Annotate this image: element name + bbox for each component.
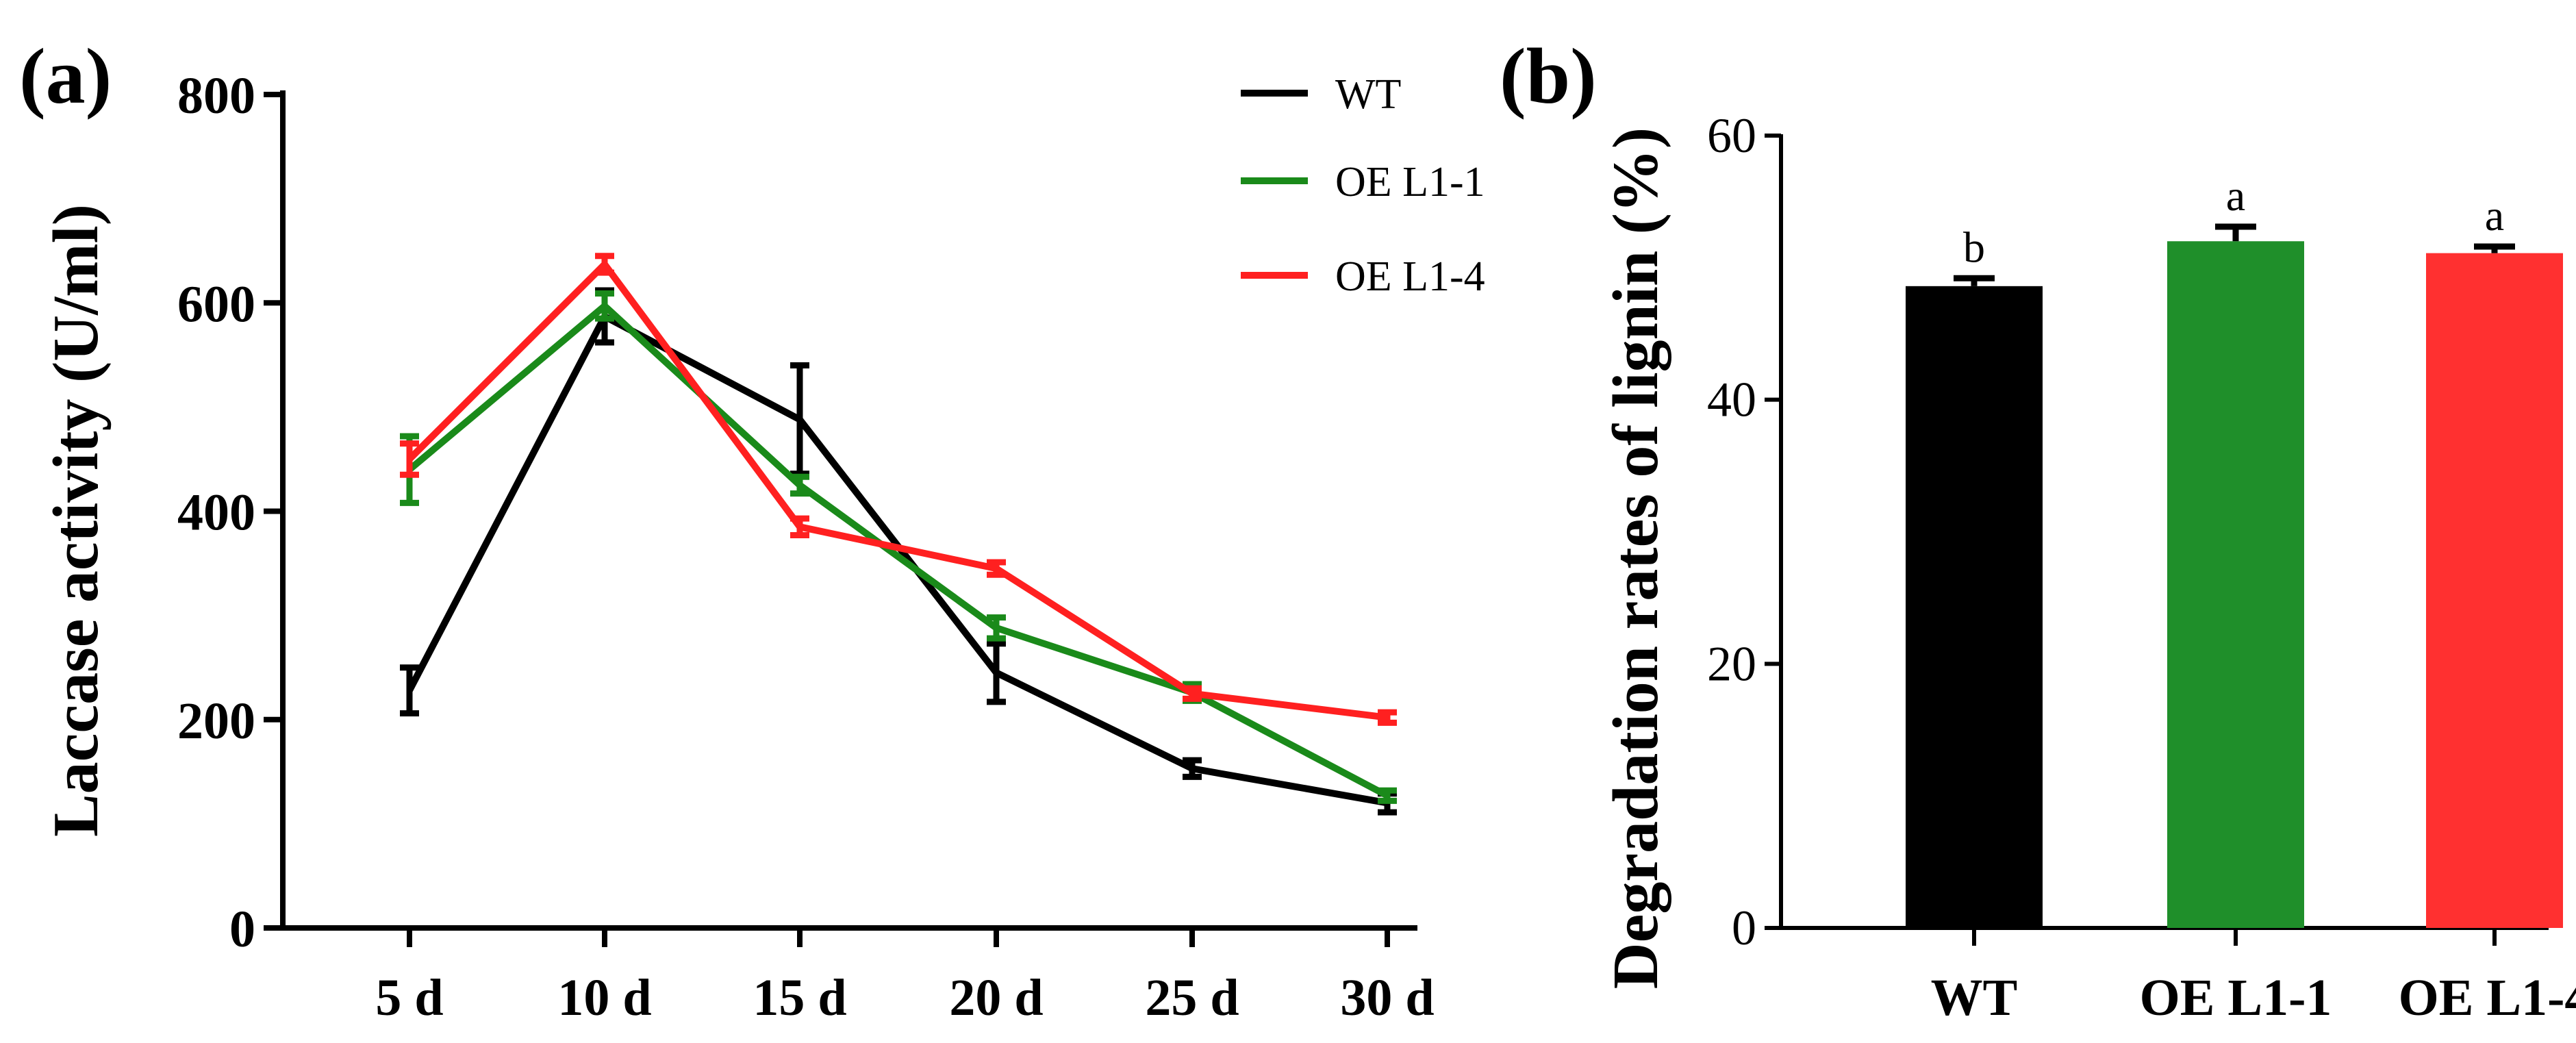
data-point-oe-l1-4-30-d bbox=[1387, 716, 1388, 718]
panel-a-y-tick-label: 200 bbox=[177, 692, 255, 750]
legend-label-oe-l1-4: OE L1-4 bbox=[1335, 253, 1485, 300]
significance-label-oe-l1-4: a bbox=[2485, 191, 2504, 240]
panel-b-y-tick-label: 0 bbox=[1732, 901, 1756, 955]
panel-b-x-tick-label: OE L1-1 bbox=[2140, 969, 2332, 1027]
panel-b-x-tick-label: OE L1-4 bbox=[2399, 969, 2576, 1027]
legend-item-oe-l1-1: OE L1-1 bbox=[1241, 159, 1485, 205]
data-point-oe-l1-4-25-d bbox=[1191, 692, 1193, 694]
data-point-oe-l1-4-5-d bbox=[409, 458, 410, 460]
panel-b-y-tick-label: 40 bbox=[1707, 373, 1756, 427]
panel-a-x-tick-label: 30 d bbox=[1340, 969, 1434, 1027]
panel-b-x-ticks: WT OE L1-1 OE L1-4 bbox=[1931, 928, 2576, 1027]
panel-b-label: (b) bbox=[1500, 33, 1597, 121]
panel-a-label: (a) bbox=[19, 33, 112, 121]
panel-a-y-axis-title: Laccase activity (U/ml) bbox=[40, 204, 112, 837]
legend-item-wt: WT bbox=[1241, 71, 1401, 118]
panel-b-bars-group: b a a bbox=[1906, 171, 2563, 929]
legend-label-wt: WT bbox=[1335, 71, 1401, 118]
panel-a-y-tick-label: 800 bbox=[177, 67, 255, 125]
panel-a-x-tick-label: 20 d bbox=[949, 969, 1043, 1027]
series-line-oe-l1-4 bbox=[407, 259, 1388, 721]
panel-b-y-tick-label: 60 bbox=[1707, 108, 1756, 163]
significance-label-oe-l1-1: a bbox=[2226, 171, 2245, 220]
panel-b-y-axis-title: Degradation rates of lignin (%) bbox=[1600, 127, 1671, 989]
legend-label-oe-l1-1: OE L1-1 bbox=[1335, 159, 1485, 205]
series-line-oe-l1-1 bbox=[407, 301, 1389, 799]
data-point-wt-5-d bbox=[409, 690, 410, 692]
panel-a-y-tick-label: 0 bbox=[229, 901, 255, 958]
panel-a-y-tick-label: 400 bbox=[177, 484, 255, 542]
bar-oe-l1-4 bbox=[2426, 253, 2563, 928]
bar-group-wt: b bbox=[1906, 223, 2043, 929]
panel-a-x-tick-label: 25 d bbox=[1145, 969, 1239, 1027]
bar-oe-l1-1 bbox=[2167, 241, 2304, 928]
series-oe-l1-4 bbox=[400, 253, 1397, 726]
panel-b-bar-chart: (b) Degradation rates of lignin (%) 0 20 4… bbox=[1500, 33, 2576, 1027]
panel-a-series-group bbox=[400, 253, 1397, 816]
data-point-oe-l1-4-20-d bbox=[996, 568, 997, 570]
series-wt bbox=[400, 287, 1397, 816]
data-point-oe-l1-1-15-d bbox=[799, 484, 800, 486]
panel-b-y-tick-label: 20 bbox=[1707, 636, 1756, 691]
legend-item-oe-l1-4: OE L1-4 bbox=[1241, 253, 1485, 300]
data-point-oe-l1-1-20-d bbox=[996, 627, 997, 629]
panel-b-x-tick-label: WT bbox=[1931, 969, 2018, 1027]
bar-group-oe-l1-1: a bbox=[2167, 171, 2304, 928]
data-point-oe-l1-4-15-d bbox=[799, 526, 800, 528]
data-point-oe-l1-1-10-d bbox=[604, 305, 605, 307]
data-point-oe-l1-4-10-d bbox=[604, 263, 605, 265]
data-point-wt-20-d bbox=[996, 672, 997, 674]
panel-a-x-ticks: 5 d 10 d 15 d 20 d 25 d 30 d bbox=[375, 928, 1435, 1027]
data-point-oe-l1-1-30-d bbox=[1387, 794, 1388, 796]
panel-a-x-tick-label: 10 d bbox=[557, 969, 651, 1027]
panel-a-legend: WT OE L1-1 OE L1-4 bbox=[1241, 71, 1485, 300]
panel-a-x-tick-label: 5 d bbox=[375, 969, 443, 1027]
bar-group-oe-l1-4: a bbox=[2426, 191, 2563, 928]
data-point-wt-25-d bbox=[1191, 768, 1193, 770]
bar-wt bbox=[1906, 286, 2043, 929]
panel-a-y-ticks: 0 200 400 600 800 bbox=[177, 67, 283, 958]
panel-a-x-tick-label: 15 d bbox=[753, 969, 846, 1027]
data-point-wt-15-d bbox=[799, 418, 800, 420]
panel-a-line-chart: (a) Laccase activity (U/ml) 0 200 400 600 80… bbox=[19, 33, 1485, 1027]
panel-b-y-ticks: 0 20 40 60 bbox=[1707, 108, 1781, 955]
panel-a-y-tick-label: 600 bbox=[177, 275, 255, 333]
significance-label-wt: b bbox=[1963, 223, 1985, 271]
